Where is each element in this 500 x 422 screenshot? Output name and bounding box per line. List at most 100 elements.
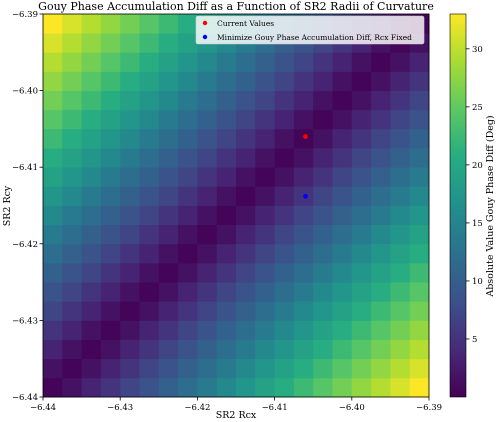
- heatmap-cell: [62, 128, 82, 149]
- heatmap-cell: [158, 52, 179, 72]
- heatmap-cell: [43, 320, 63, 340]
- heatmap-cell: [216, 320, 237, 340]
- heatmap-cell: [158, 109, 179, 130]
- heatmap-cell: [100, 377, 121, 398]
- heatmap-cell: [62, 224, 82, 245]
- y-axis-label: SR2 Rcy: [2, 185, 13, 226]
- heatmap-cell: [81, 186, 102, 206]
- heatmap-cell: [409, 52, 430, 72]
- heatmap-cell: [409, 205, 430, 226]
- heatmap-cell: [197, 71, 218, 91]
- heatmap-cell: [197, 205, 218, 226]
- heatmap-cell: [158, 282, 179, 302]
- heatmap-cell: [390, 90, 411, 111]
- heatmap-cell: [120, 205, 140, 226]
- heatmap-cell: [197, 262, 218, 283]
- x-tick-label: −6.44: [30, 403, 56, 413]
- heatmap-cell: [274, 71, 295, 91]
- heatmap-cell: [139, 167, 160, 187]
- heatmap-cell: [390, 128, 411, 149]
- y-tick-label: −6.43: [12, 316, 38, 326]
- heatmap-cell: [293, 52, 314, 72]
- heatmap-cell: [332, 301, 353, 321]
- heatmap-cell: [62, 377, 82, 398]
- heatmap-cell: [216, 301, 237, 321]
- heatmap-cell: [139, 128, 160, 149]
- colorbar-label: Absolute Value Gouy Phase Diff (Deg): [485, 115, 496, 297]
- heatmap-cell: [120, 167, 140, 187]
- heatmap-cell: [274, 224, 295, 245]
- heatmap-cell: [120, 128, 140, 149]
- heatmap-cell: [120, 301, 140, 321]
- heatmap-cell: [351, 282, 372, 302]
- heatmap-cell: [390, 148, 411, 168]
- heatmap-cell: [216, 52, 237, 72]
- heatmap-cell: [43, 377, 63, 398]
- heatmap-cell: [81, 224, 102, 245]
- heatmap-cell: [120, 358, 140, 379]
- colorbar-tick-label: 30: [472, 45, 483, 55]
- heatmap-cell: [351, 224, 372, 245]
- heatmap-cell: [43, 262, 63, 283]
- heatmap-cell: [332, 358, 353, 379]
- heatmap-cell: [43, 167, 63, 187]
- heatmap-cell: [409, 301, 430, 321]
- heatmap-cell: [178, 339, 198, 360]
- heatmap-cell: [62, 262, 82, 283]
- heatmap-cell: [274, 339, 295, 360]
- heatmap-cell: [293, 282, 314, 302]
- heatmap-cell: [313, 282, 333, 302]
- heatmap-cell: [255, 224, 275, 245]
- heatmap-cell: [313, 186, 333, 206]
- heatmap-cell: [43, 224, 63, 245]
- heatmap-cell: [43, 205, 63, 226]
- heatmap-cell: [216, 224, 237, 245]
- heatmap-cell: [313, 243, 333, 264]
- heatmap-cell: [274, 301, 295, 321]
- heatmap-cell: [158, 301, 179, 321]
- heatmap-cell: [100, 205, 121, 226]
- heatmap-cell: [409, 320, 430, 340]
- heatmap-cell: [100, 128, 121, 149]
- heatmap-cell: [236, 186, 256, 206]
- heatmap-cell: [293, 243, 314, 264]
- heatmap-cell: [81, 339, 102, 360]
- heatmap-cell: [255, 301, 275, 321]
- heatmap-cell: [274, 186, 295, 206]
- y-tick-label: −6.44: [12, 393, 38, 403]
- heatmap-cell: [313, 109, 333, 130]
- heatmap-cell: [197, 128, 218, 149]
- heatmap-cell: [255, 358, 275, 379]
- heatmap-cell: [81, 282, 102, 302]
- heatmap-cell: [62, 320, 82, 340]
- heatmap-cell: [178, 301, 198, 321]
- heatmap-cell: [81, 358, 102, 379]
- heatmap-cell: [100, 320, 121, 340]
- heatmap-cell: [255, 52, 275, 72]
- heatmap-cell: [390, 109, 411, 130]
- heatmap-cell: [178, 243, 198, 264]
- heatmap-cell: [390, 205, 411, 226]
- heatmap-cell: [255, 167, 275, 187]
- heatmap-cell: [371, 186, 391, 206]
- heatmap-cell: [62, 71, 82, 91]
- heatmap-cell: [409, 109, 430, 130]
- heatmap-cell: [274, 148, 295, 168]
- heatmap-cell: [139, 186, 160, 206]
- heatmap-cell: [255, 243, 275, 264]
- heatmap-cell: [139, 339, 160, 360]
- heatmap-cell: [293, 109, 314, 130]
- heatmap-cell: [293, 90, 314, 111]
- heatmap-cell: [120, 262, 140, 283]
- heatmap-cell: [81, 205, 102, 226]
- heatmap-cell: [255, 320, 275, 340]
- heatmap-cell: [62, 205, 82, 226]
- heatmap-cell: [409, 358, 430, 379]
- heatmap-cell: [81, 377, 102, 398]
- heatmap-cell: [43, 148, 63, 168]
- heatmap-cell: [81, 71, 102, 91]
- heatmap-cell: [409, 71, 430, 91]
- heatmap-cell: [216, 282, 237, 302]
- heatmap-cell: [255, 128, 275, 149]
- heatmap-cell: [158, 320, 179, 340]
